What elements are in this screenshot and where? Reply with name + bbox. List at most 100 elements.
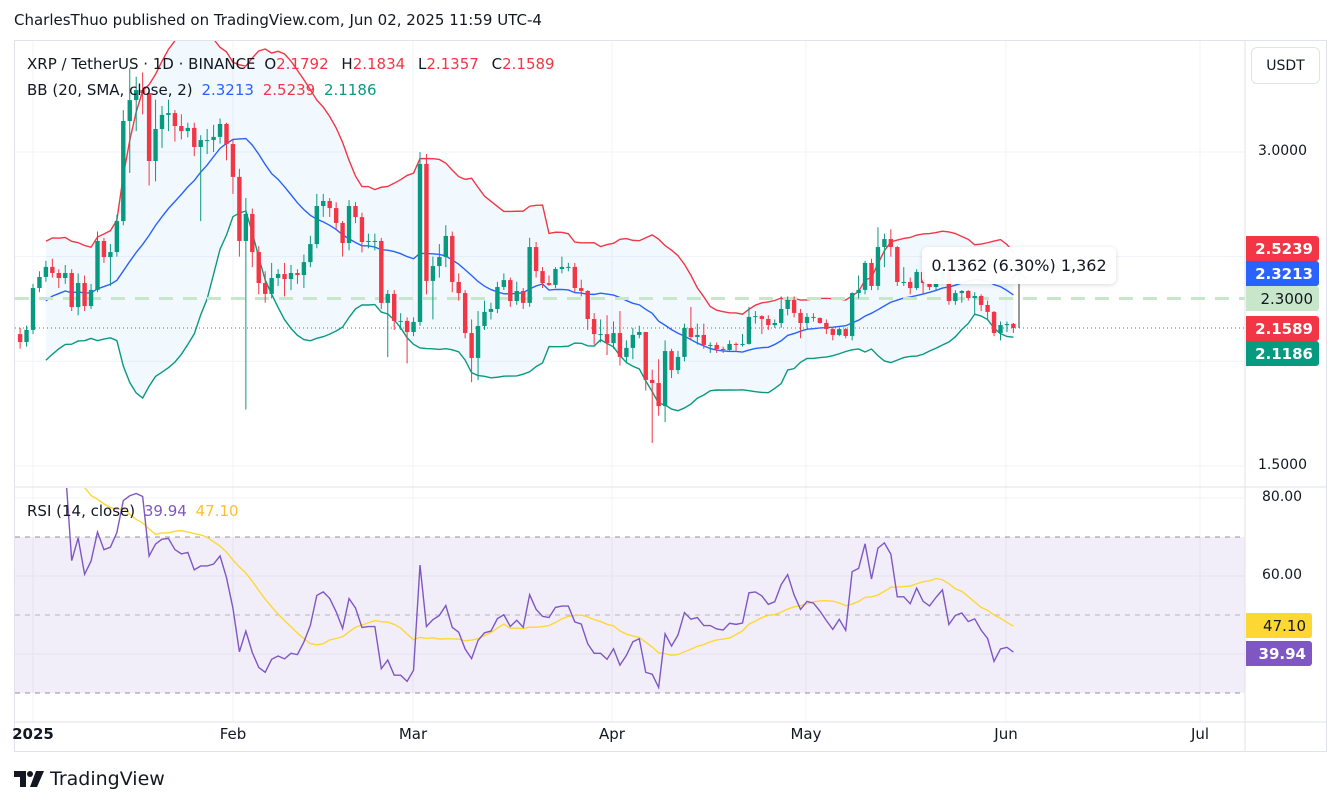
- candle-body: [656, 383, 661, 407]
- candle-body: [888, 239, 894, 248]
- candle: [353, 202, 358, 224]
- candle: [966, 290, 971, 301]
- candle: [82, 275, 87, 312]
- candle: [591, 313, 597, 345]
- candle-body: [385, 293, 390, 303]
- high-value: 2.1834: [352, 55, 406, 73]
- candle-body: [450, 235, 455, 282]
- candle-body: [869, 262, 874, 286]
- candle-body: [50, 266, 55, 273]
- candle: [392, 290, 397, 330]
- brand-name: TradingView: [50, 768, 165, 790]
- open-value: 2.1792: [276, 55, 329, 73]
- bb-fill: [45, 41, 1014, 411]
- candle-body: [624, 347, 629, 357]
- candle: [611, 321, 616, 349]
- candle: [488, 302, 494, 320]
- candle-body: [114, 221, 120, 253]
- candle-body: [495, 286, 500, 309]
- candle-body: [108, 252, 113, 258]
- tradingview-logo-icon: [14, 771, 44, 787]
- candle-body: [1011, 323, 1016, 329]
- candle-body: [733, 343, 739, 345]
- candle: [701, 323, 706, 349]
- candle: [43, 260, 49, 282]
- candle: [263, 271, 268, 303]
- candle: [308, 235, 313, 268]
- candle-body: [366, 240, 371, 242]
- candle-body: [1004, 324, 1010, 326]
- candle: [134, 76, 139, 132]
- close-price-label: 2.1589: [1246, 316, 1319, 341]
- candle-body: [153, 128, 158, 161]
- candle-body: [340, 222, 345, 244]
- candle-body: [546, 283, 552, 285]
- candle-body: [308, 244, 313, 263]
- candle-body: [701, 334, 706, 345]
- candle-body: [991, 311, 997, 334]
- candle: [30, 283, 36, 335]
- candle-body: [353, 205, 358, 218]
- candle: [462, 290, 468, 339]
- candle: [708, 342, 713, 353]
- candle: [998, 321, 1003, 341]
- candle: [75, 273, 81, 316]
- candle: [779, 296, 784, 328]
- candle-body: [88, 289, 94, 307]
- candle: [475, 311, 481, 381]
- candle-body: [488, 308, 494, 312]
- candle-body: [224, 123, 229, 145]
- candle: [314, 193, 319, 249]
- candle-body: [514, 290, 519, 302]
- candle: [746, 306, 752, 345]
- candle: [495, 281, 500, 314]
- candle: [327, 198, 332, 217]
- candle: [914, 269, 919, 291]
- candle-body: [604, 334, 610, 344]
- candle: [121, 110, 126, 226]
- candle: [772, 319, 777, 328]
- candle-body: [430, 266, 436, 281]
- candle-body: [759, 316, 765, 320]
- candle-body: [437, 257, 442, 267]
- candle-body: [282, 274, 287, 280]
- candle: [985, 300, 990, 320]
- open-label: O: [264, 55, 277, 73]
- price-tick: 1.5000: [1258, 457, 1307, 473]
- candle: [585, 290, 590, 330]
- candle: [17, 327, 23, 349]
- candle-body: [250, 213, 255, 253]
- candle: [901, 267, 906, 286]
- candle: [366, 233, 371, 249]
- rsi-pane: [15, 488, 1245, 694]
- candle: [443, 225, 448, 268]
- candle: [572, 262, 577, 293]
- candle-body: [527, 247, 532, 303]
- bb-lower-value: 2.1186: [324, 81, 377, 99]
- candle-body: [482, 311, 487, 326]
- candle-body: [69, 272, 74, 308]
- grid: [15, 41, 1245, 722]
- candle-body: [720, 348, 726, 350]
- candle: [875, 227, 881, 291]
- candle-body: [766, 319, 771, 326]
- candle: [720, 346, 726, 353]
- candle-body: [611, 333, 616, 344]
- candle: [604, 315, 610, 356]
- candle-body: [172, 113, 178, 127]
- publish-info: CharlesThuo published on TradingView.com…: [14, 11, 542, 29]
- tradingview-logo[interactable]: TradingView: [14, 768, 165, 790]
- candle: [101, 237, 107, 263]
- candle: [56, 269, 61, 289]
- candle: [211, 124, 216, 152]
- candle-body: [650, 379, 655, 384]
- candle-body: [882, 239, 887, 248]
- currency-button[interactable]: USDT: [1251, 47, 1320, 84]
- candle-body: [101, 240, 107, 258]
- candle: [430, 256, 436, 320]
- candle-body: [146, 92, 152, 161]
- candle-body: [217, 123, 223, 137]
- time-tick: 2025: [12, 725, 54, 743]
- candle-body: [830, 329, 835, 335]
